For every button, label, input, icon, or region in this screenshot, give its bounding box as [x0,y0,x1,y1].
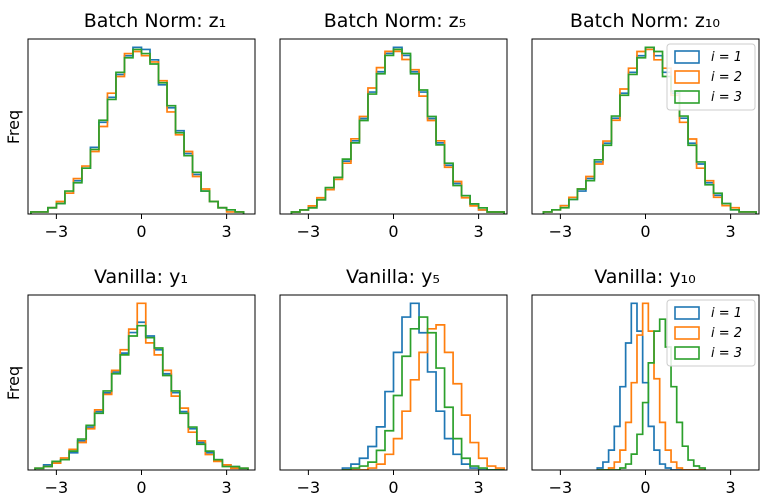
panel-vanilla-y10: Vanilla: y₁₀ −3 0 3 i = 1 i = 2 i = 3 [531,266,760,497]
histogram-series-1 [596,302,706,470]
histogram-series-3 [290,48,506,214]
x-axis-ticks: −3 0 3 [45,214,232,241]
x-axis-ticks: −3 0 3 [45,470,232,497]
histogram-series-1 [34,321,249,470]
x-tick-label: 0 [640,222,650,241]
legend-frame [666,43,756,111]
histogram-area [290,46,506,214]
panel-title: Batch Norm: z₁ [84,10,227,32]
histogram-series-3 [342,316,505,470]
plot-frame [279,38,508,215]
x-tick-label: 3 [474,222,484,241]
x-tick-label: −3 [297,478,321,497]
legend-swatch-series-1 [674,50,700,64]
panel-batchnorm-z5: Batch Norm: z₅ −3 0 3 [279,10,508,241]
x-axis-ticks: −3 0 3 [549,214,736,241]
histogram-area [542,46,758,214]
histogram-series-1 [29,46,245,214]
panel-batchnorm-z10: Batch Norm: z₁₀ −3 0 3 i = 1 i = 2 i = 3 [531,10,760,241]
histogram-series-3 [597,318,706,470]
legend-swatch-series-3 [674,90,700,104]
legend-label-series-2: i = 2 [711,70,742,85]
panel-vanilla-y1: Vanilla: y₁ −3 0 3 Freq [4,266,256,497]
panel-title: Vanilla: y₅ [346,266,440,288]
legend-label-series-3: i = 3 [711,346,742,361]
x-tick-label: −3 [297,222,321,241]
histogram-series-2 [597,302,706,470]
histogram-series-3 [34,324,249,470]
plot-frame [27,38,256,215]
legend-frame [666,299,756,367]
legend-swatch-series-3 [674,346,700,360]
legend: i = 1 i = 2 i = 3 [666,299,756,367]
histogram-series-3 [542,46,758,214]
panel-batchnorm-z1: Batch Norm: z₁ −3 0 3 Freq [4,10,256,241]
legend-label-series-1: i = 1 [711,50,742,65]
x-tick-label: 3 [726,478,736,497]
histogram-area [34,302,249,470]
histogram-area [341,302,506,470]
x-tick-label: 3 [222,222,232,241]
legend-swatch-series-2 [674,326,700,340]
legend-label-series-2: i = 2 [711,326,742,341]
histogram-area [596,302,706,470]
x-axis-ticks: −3 0 3 [297,214,484,241]
x-tick-label: 0 [388,222,398,241]
x-tick-label: −3 [549,222,573,241]
x-tick-label: 3 [474,478,484,497]
x-tick-label: −3 [549,478,573,497]
histogram-series-2 [290,50,506,214]
x-tick-label: 0 [640,478,650,497]
legend-label-series-1: i = 1 [711,306,742,321]
histogram-series-3 [29,48,245,214]
y-axis-label: Freq [4,366,23,400]
legend-label-series-3: i = 3 [711,90,742,105]
panel-title: Vanilla: y₁₀ [594,266,696,288]
panel-vanilla-y5: Vanilla: y₅ −3 0 3 [279,266,508,497]
x-tick-label: 0 [388,478,398,497]
panel-title: Batch Norm: z₅ [324,10,467,32]
x-axis-ticks: −3 0 3 [297,470,484,497]
x-tick-label: 0 [136,478,146,497]
histogram-series-2 [34,302,249,470]
x-tick-label: 3 [726,222,736,241]
histogram-series-2 [342,324,506,470]
legend-swatch-series-1 [674,306,700,320]
histogram-area [29,46,245,214]
legend-swatch-series-2 [674,70,700,84]
y-axis-label: Freq [4,110,23,144]
x-tick-label: −3 [45,222,69,241]
panel-title: Vanilla: y₁ [94,266,188,288]
histogram-series-2 [29,50,245,214]
legend: i = 1 i = 2 i = 3 [666,43,756,111]
x-axis-ticks: −3 0 3 [549,470,736,497]
histogram-series-1 [290,46,506,214]
x-tick-label: 0 [136,222,146,241]
histogram-series-1 [341,302,505,470]
plot-frame [27,294,256,471]
x-tick-label: −3 [45,478,69,497]
panel-title: Batch Norm: z₁₀ [570,10,720,32]
x-tick-label: 3 [222,478,232,497]
